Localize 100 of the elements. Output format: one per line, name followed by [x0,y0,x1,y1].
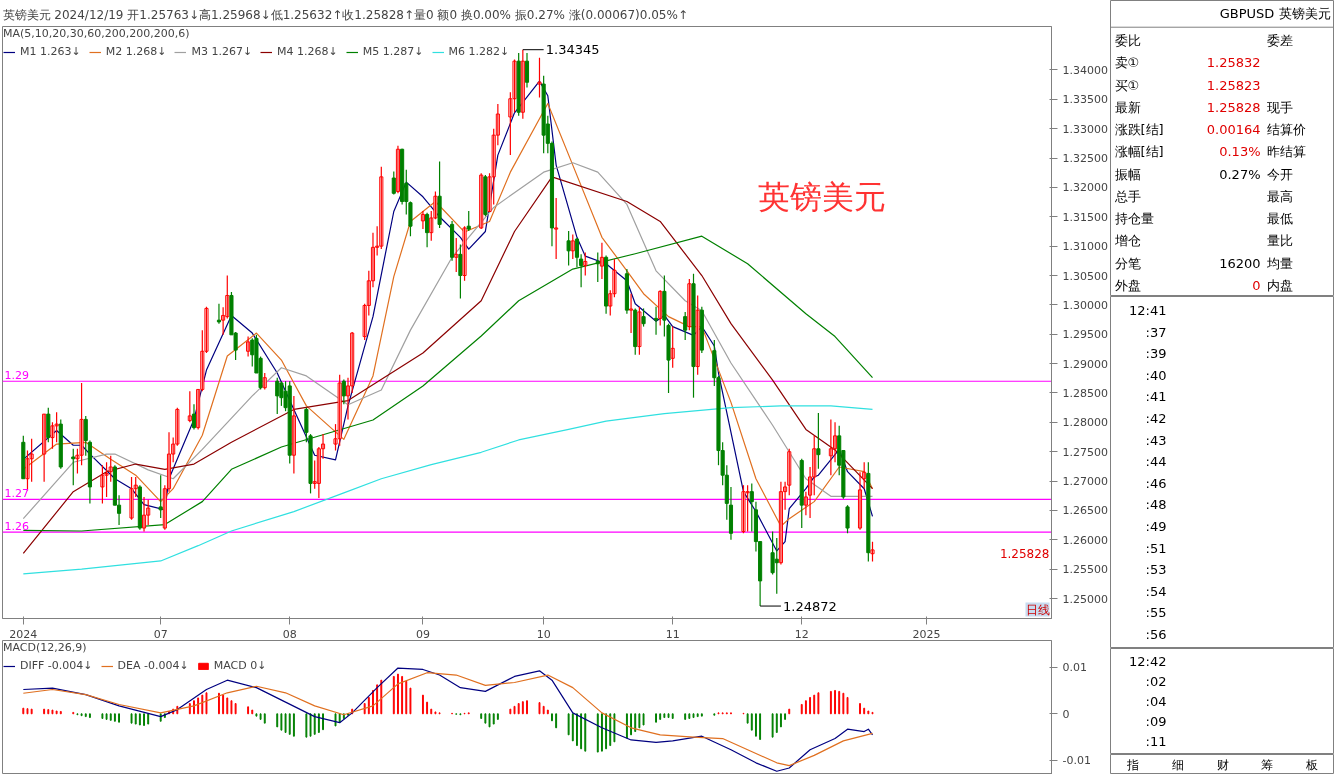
y-tick-label: 1.25500 [1062,563,1108,577]
category-label: 12:42 [1129,654,1167,669]
y-tick-label: 1.31000 [1062,240,1108,254]
category-label: 昨结算 [1266,144,1306,160]
category-label: 均量 [1266,255,1293,271]
category-label: 细 [1171,757,1184,772]
category-label: 总手 [1113,188,1141,204]
legend-title: MA(5,10,20,30,60,200,200,200,6) [3,27,191,40]
category-label: 最高 [1266,188,1293,204]
category-label: 涨跌[结] [1114,122,1164,138]
y-tick-label: 0 [1062,707,1070,721]
x-tick-label: 2024 [9,627,38,641]
y-tick-label: 1.27000 [1062,475,1108,489]
category-label: :04 [1145,694,1167,709]
category-label: :49 [1145,518,1167,534]
category-label: :51 [1145,540,1167,556]
text: 1.25828 [1206,99,1261,115]
category-label: 涨幅[结] [1114,144,1164,160]
y-tick-label: 1.32000 [1062,181,1108,195]
category-label: :55 [1145,605,1167,621]
category-label: 财 [1216,757,1229,772]
category-label: 筹 [1261,757,1274,772]
category-label: :44 [1145,454,1167,470]
category-label: 最新 [1114,99,1141,115]
category-label: :43 [1145,432,1167,448]
annotation: 1.25828 [999,546,1050,561]
category-label: :56 [1145,626,1167,642]
category-label: 持仓量 [1114,211,1154,227]
y-tick-label: -0.01 [1062,754,1091,768]
category-label: 12:41 [1129,303,1167,319]
text: 1.25832 [1206,55,1261,71]
text: 0.27% [1219,166,1261,182]
category-label: 分笔 [1114,255,1141,271]
category-label: :54 [1145,583,1167,599]
y-tick-label: 1.34000 [1062,63,1108,77]
category-label: 指 [1125,757,1139,772]
category-label: 委比 [1114,33,1141,49]
legend-label: M3 1.267↓ [191,45,253,58]
legend-label: M4 1.268↓ [277,45,338,58]
category-label: 现手 [1266,99,1293,115]
category-label: 内盘 [1266,277,1293,293]
text: 0.00164 [1206,122,1261,138]
legend-label: MACD 0↓ [213,659,267,672]
legend-label: M1 1.263↓ [20,45,81,58]
category-label: :53 [1145,562,1167,578]
category-label: :39 [1145,346,1167,362]
x-tick-label: 10 [536,627,551,641]
category-label: 振幅 [1114,166,1141,182]
text: 16200 [1219,255,1261,271]
legend-label: DIFF -0.004↓ [20,659,93,672]
y-tick-label: 0.01 [1062,661,1087,675]
text: 0 [1252,277,1261,293]
y-tick-label: 1.33000 [1062,122,1108,136]
text: 1.25823 [1206,77,1261,93]
legend-title: MACD(12,26,9) [3,641,88,654]
y-tick-label: 1.33500 [1062,93,1108,107]
x-tick-label: 12 [794,627,809,641]
category-label: :41 [1145,389,1167,405]
category-label: 卖① [1114,55,1140,71]
annotation: 英镑美元 [757,177,886,216]
ref-line-label: 1.29 [4,369,29,383]
y-tick-label: 1.26000 [1062,533,1108,547]
x-tick-label: 2025 [912,627,941,641]
y-tick-label: 1.31500 [1062,210,1108,224]
annotation: 1.24872 [783,598,837,614]
chart-title: 英镑美元 2024/12/19 开1.25763↓高1.25968↓低1.25632↑收1.25828↑量0 额0 换0.00% 振0.27% 涨(0.00067)0.05%↑ [2,7,688,22]
category-label: :46 [1145,475,1167,491]
category-label: 最低 [1266,211,1293,227]
x-tick-label: 08 [282,627,297,641]
y-tick-label: 1.26500 [1062,504,1108,518]
category-label: :42 [1145,411,1167,427]
legend-label: DEA -0.004↓ [117,659,189,672]
y-tick-label: 1.30000 [1062,298,1108,312]
category-label: 板 [1305,757,1319,772]
category-label: 结算价 [1266,122,1306,138]
ref-line-label: 1.26 [4,520,29,534]
category-label: :02 [1145,674,1167,689]
category-label: :11 [1145,734,1167,749]
category-label: 今开 [1266,166,1293,182]
category-label: :48 [1145,497,1167,513]
y-tick-label: 1.28000 [1062,416,1108,430]
category-label: 增仓 [1113,233,1141,249]
category-label: 外盘 [1114,277,1141,293]
annotation: 日线 [1025,602,1050,617]
annotation: 1.34345 [545,42,600,58]
category-label: 买① [1114,77,1140,93]
y-tick-label: 1.28500 [1062,386,1108,400]
category-label: 量比 [1266,233,1293,249]
category-label: :40 [1145,367,1167,383]
category-label: :37 [1145,324,1167,340]
text: GBPUSD 英镑美元 [1219,6,1331,22]
x-tick-label: 07 [153,627,168,641]
y-tick-label: 1.27500 [1062,445,1108,459]
y-tick-label: 1.30500 [1062,269,1108,283]
legend-label: M2 1.268↓ [105,45,167,58]
x-tick-label: 09 [415,627,430,641]
y-tick-label: 1.32500 [1062,152,1108,166]
category-label: 委差 [1266,33,1293,49]
x-tick-label: 11 [665,627,680,641]
y-tick-label: 1.29000 [1062,357,1108,371]
